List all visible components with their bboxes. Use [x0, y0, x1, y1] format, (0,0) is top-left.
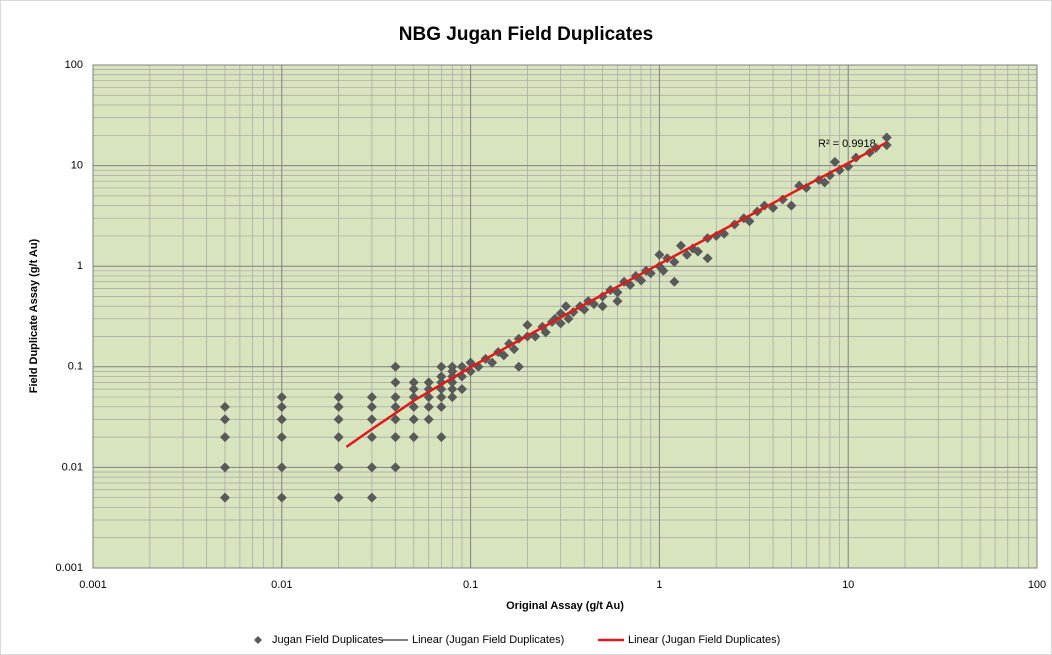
y-axis-label: Field Duplicate Assay (g/t Au) [28, 238, 40, 393]
y-tick-label: 100 [65, 59, 83, 71]
chart-title: NBG Jugan Field Duplicates [399, 24, 653, 45]
point [513, 361, 524, 372]
x-tick-label: 0.1 [463, 579, 478, 591]
point [681, 249, 692, 260]
x-tick-label: 10 [842, 579, 854, 591]
point [744, 216, 755, 227]
point [702, 253, 713, 264]
point [654, 249, 665, 260]
point [390, 462, 401, 473]
point [423, 401, 434, 412]
legend-label: Linear (Jugan Field Duplicates) [412, 634, 564, 646]
point [563, 313, 574, 324]
point [658, 265, 669, 276]
point [675, 240, 686, 251]
point [447, 361, 458, 372]
point [219, 492, 230, 503]
annotation: R² = 0.9918 [818, 138, 876, 150]
point [390, 432, 401, 443]
point [597, 301, 608, 312]
point [669, 257, 680, 268]
point [366, 414, 377, 425]
x-axis-label: Original Assay (g/t Au) [506, 600, 624, 612]
trend-line [345, 141, 888, 448]
y-tick-label: 1 [77, 260, 83, 272]
point [522, 320, 533, 331]
point [333, 392, 344, 403]
point [333, 432, 344, 443]
point [436, 361, 447, 372]
point [881, 132, 892, 143]
point [390, 377, 401, 388]
legend-label: Linear (Jugan Field Duplicates) [628, 634, 780, 646]
point [636, 275, 647, 286]
point [276, 401, 287, 412]
point [366, 492, 377, 503]
point [219, 401, 230, 412]
point [390, 401, 401, 412]
point [219, 432, 230, 443]
y-tick-label: 0.01 [62, 461, 83, 473]
point [456, 361, 467, 372]
x-tick-label: 0.001 [79, 579, 107, 591]
point [456, 384, 467, 395]
point [612, 287, 623, 298]
point [408, 377, 419, 388]
y-tick-label: 0.001 [55, 562, 83, 574]
legend-marker [254, 636, 262, 644]
point [276, 492, 287, 503]
x-tick-label: 100 [1028, 579, 1046, 591]
point [692, 246, 703, 257]
point [447, 384, 458, 395]
point [366, 401, 377, 412]
point [390, 361, 401, 372]
point [829, 156, 840, 167]
x-tick-label: 0.01 [271, 579, 292, 591]
point [333, 492, 344, 503]
point [276, 392, 287, 403]
point [612, 296, 623, 307]
point [669, 276, 680, 287]
point [366, 392, 377, 403]
point [408, 401, 419, 412]
point [498, 350, 509, 361]
y-tick-label: 0.1 [68, 361, 83, 373]
point [408, 432, 419, 443]
point [447, 392, 458, 403]
point [333, 414, 344, 425]
point [366, 432, 377, 443]
point [390, 392, 401, 403]
point [423, 414, 434, 425]
point [219, 414, 230, 425]
y-tick-label: 10 [71, 160, 83, 172]
plot-border [92, 64, 1038, 569]
point [276, 432, 287, 443]
point [276, 414, 287, 425]
point [560, 301, 571, 312]
x-tick-label: 1 [656, 579, 662, 591]
point [436, 371, 447, 382]
point [408, 384, 419, 395]
point [333, 462, 344, 473]
point [487, 357, 498, 368]
point [219, 462, 230, 473]
point [276, 462, 287, 473]
point [423, 377, 434, 388]
plot-area [93, 65, 1037, 568]
legend-label: Jugan Field Duplicates [272, 634, 384, 646]
point [786, 200, 797, 211]
point [555, 318, 566, 329]
point [366, 462, 377, 473]
point [540, 327, 551, 338]
point [509, 344, 520, 355]
point [436, 432, 447, 443]
point [436, 392, 447, 403]
point [390, 414, 401, 425]
point [408, 414, 419, 425]
point [819, 177, 830, 188]
point [333, 401, 344, 412]
point [436, 401, 447, 412]
